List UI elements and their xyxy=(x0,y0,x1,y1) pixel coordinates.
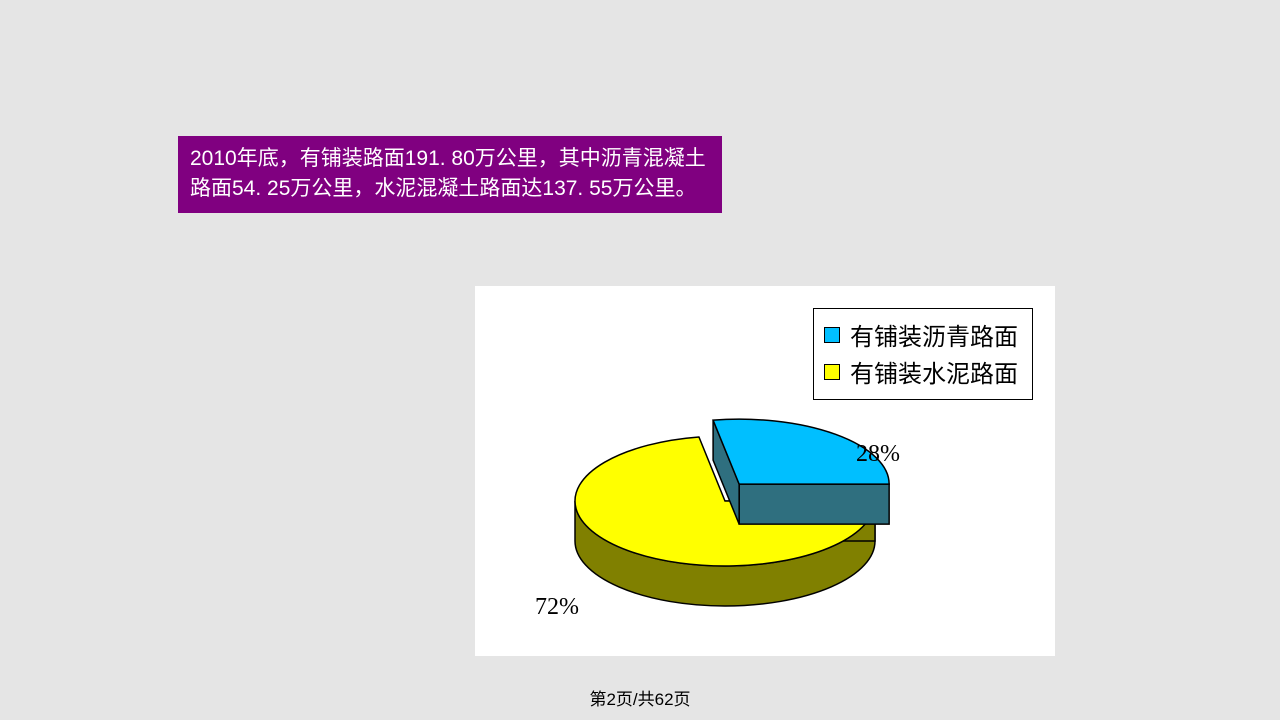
pie-chart-panel: 有铺装沥青路面 有铺装水泥路面 28% 72% xyxy=(475,286,1055,656)
info-banner: 2010年底，有铺装路面191. 80万公里，其中沥青混凝土路面54. 25万公… xyxy=(178,136,722,213)
pct-label-asphalt: 28% xyxy=(856,441,900,468)
legend-swatch-asphalt xyxy=(824,327,840,343)
legend-label-cement: 有铺装水泥路面 xyxy=(850,354,1018,389)
legend-item-asphalt: 有铺装沥青路面 xyxy=(824,317,1018,352)
legend-item-cement: 有铺装水泥路面 xyxy=(824,354,1018,389)
page-number: 第2页/共62页 xyxy=(0,685,1280,710)
legend-label-asphalt: 有铺装沥青路面 xyxy=(850,317,1018,352)
pct-label-cement: 72% xyxy=(535,594,579,621)
chart-legend: 有铺装沥青路面 有铺装水泥路面 xyxy=(813,308,1033,400)
legend-swatch-cement xyxy=(824,364,840,380)
